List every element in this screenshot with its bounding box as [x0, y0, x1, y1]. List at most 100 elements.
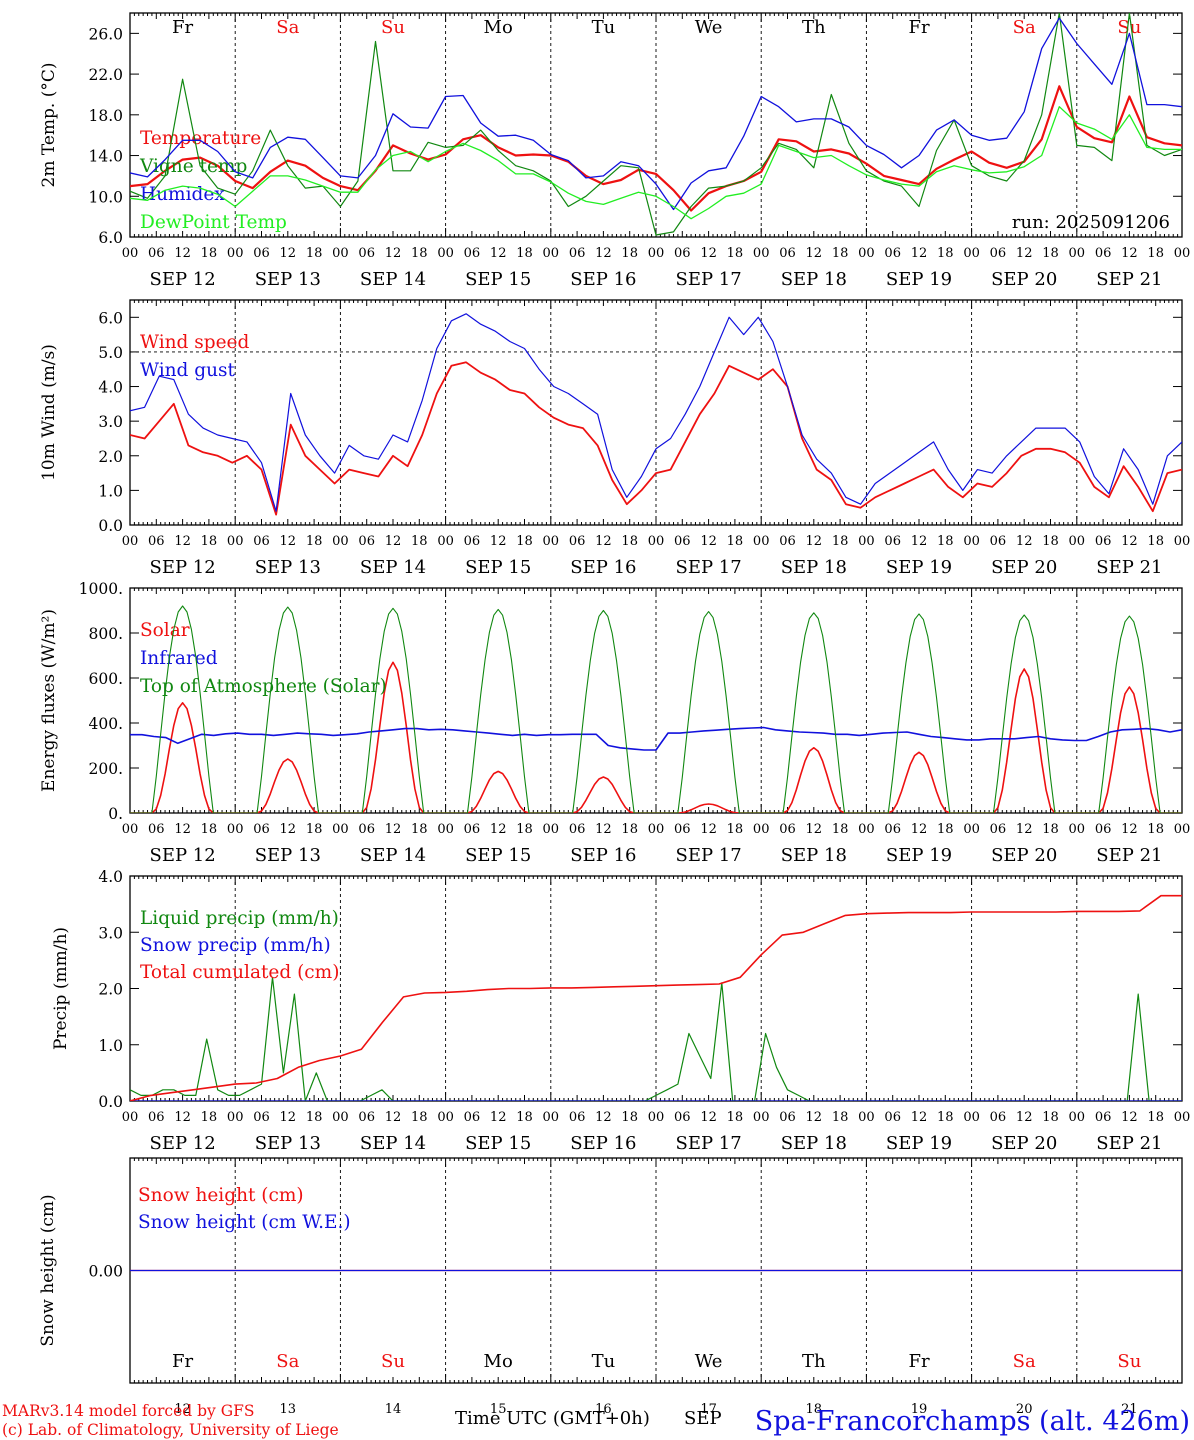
y-axis-title: Energy fluxes (W/m²) — [39, 609, 59, 792]
x-hour-label: 18 — [1042, 246, 1059, 261]
x-hour-label: 00 — [1069, 822, 1086, 837]
x-hour-label: 06 — [1095, 1110, 1112, 1125]
weekday-label: Tu — [592, 1351, 616, 1372]
weekday-label: Mo — [484, 1351, 513, 1372]
legend-entry: Wind gust — [140, 360, 235, 381]
x-hour-label: 06 — [884, 246, 901, 261]
x-hour-label: 12 — [595, 822, 612, 837]
x-hour-label: 18 — [411, 822, 428, 837]
legend-entry: Top of Atmosphere (Solar) — [140, 676, 387, 697]
x-hour-label: 00 — [1174, 1110, 1191, 1125]
bottom-day-number: 17 — [700, 1402, 717, 1417]
x-hour-label: 18 — [1042, 822, 1059, 837]
x-date-label: SEP 14 — [360, 845, 426, 866]
x-hour-label: 12 — [385, 246, 402, 261]
x-date-label: SEP 16 — [570, 1133, 636, 1154]
x-hour-label: 06 — [779, 1110, 796, 1125]
x-date-label: SEP 17 — [675, 269, 741, 290]
x-hour-label: 00 — [122, 246, 139, 261]
x-hour-label: 06 — [569, 246, 586, 261]
weekday-label: We — [695, 17, 723, 38]
x-hour-label: 18 — [516, 246, 533, 261]
x-hour-label: 12 — [911, 1110, 928, 1125]
x-hour-label: 00 — [858, 822, 875, 837]
x-hour-label: 06 — [358, 822, 375, 837]
x-hour-label: 00 — [1174, 822, 1191, 837]
x-hour-label: 12 — [280, 822, 297, 837]
x-hour-label: 06 — [674, 246, 691, 261]
x-hour-label: 06 — [358, 534, 375, 549]
x-hour-label: 12 — [1121, 822, 1138, 837]
x-hour-label: 00 — [858, 534, 875, 549]
series-line-1-4 — [130, 106, 1182, 220]
x-hour-label: 06 — [358, 1110, 375, 1125]
x-date-label: SEP 12 — [149, 269, 215, 290]
legend-entry: Infrared — [140, 648, 218, 669]
x-hour-label: 12 — [911, 822, 928, 837]
x-date-label: SEP 18 — [781, 845, 847, 866]
x-hour-label: 12 — [595, 534, 612, 549]
y-tick-label: 400. — [88, 715, 123, 733]
series-line-3-2 — [130, 726, 1182, 751]
x-hour-label: 12 — [490, 822, 507, 837]
x-hour-label: 06 — [569, 534, 586, 549]
x-date-label: SEP 15 — [465, 557, 531, 578]
x-hour-label: 18 — [1147, 534, 1164, 549]
y-tick-label: 1.0 — [98, 482, 123, 500]
x-hour-label: 12 — [280, 1110, 297, 1125]
x-date-label: SEP 15 — [465, 269, 531, 290]
x-hour-label: 06 — [779, 246, 796, 261]
x-date-label: SEP 17 — [675, 1133, 741, 1154]
weekday-label: Th — [802, 17, 826, 38]
x-date-label: SEP 20 — [991, 269, 1057, 290]
series-line-1-1 — [130, 85, 1182, 212]
x-hour-label: 00 — [543, 822, 560, 837]
x-hour-label: 06 — [1095, 822, 1112, 837]
series-line-2-2 — [130, 313, 1182, 512]
x-hour-label: 06 — [148, 534, 165, 549]
x-hour-label: 00 — [227, 534, 244, 549]
weekday-label: Sa — [1013, 1351, 1036, 1372]
y-tick-label: 2.0 — [98, 448, 123, 466]
x-hour-label: 18 — [306, 246, 323, 261]
x-hour-label: 18 — [1042, 534, 1059, 549]
series-line-3-1 — [130, 661, 1182, 813]
x-hour-label: 12 — [806, 822, 823, 837]
x-date-label: SEP 17 — [675, 845, 741, 866]
x-date-label: SEP 21 — [1096, 557, 1162, 578]
x-hour-label: 06 — [253, 534, 270, 549]
x-hour-label: 06 — [569, 822, 586, 837]
x-hour-label: 12 — [1121, 1110, 1138, 1125]
y-axis-title: Snow height (cm) — [38, 1194, 58, 1346]
x-hour-label: 06 — [674, 534, 691, 549]
credits-line-1: MARv3.14 model forced by GFS — [2, 1402, 254, 1420]
x-hour-label: 18 — [832, 1110, 849, 1125]
x-hour-label: 00 — [1069, 1110, 1086, 1125]
x-hour-label: 18 — [306, 1110, 323, 1125]
x-hour-label: 12 — [700, 822, 717, 837]
y-tick-label: 22.0 — [88, 66, 123, 84]
panel-frame — [129, 12, 1183, 238]
x-hour-label: 12 — [174, 1110, 191, 1125]
x-hour-label: 12 — [1016, 246, 1033, 261]
x-hour-label: 12 — [490, 534, 507, 549]
x-hour-label: 06 — [464, 822, 481, 837]
x-hour-label: 18 — [306, 822, 323, 837]
legend-entry: Solar — [140, 620, 190, 641]
x-hour-label: 18 — [937, 534, 954, 549]
x-hour-label: 18 — [411, 246, 428, 261]
weekday-label: Su — [1117, 17, 1141, 38]
x-hour-label: 06 — [779, 534, 796, 549]
x-hour-label: 18 — [727, 822, 744, 837]
x-hour-label: 12 — [806, 1110, 823, 1125]
x-hour-label: 00 — [227, 246, 244, 261]
x-hour-label: 18 — [937, 1110, 954, 1125]
x-hour-label: 12 — [1121, 246, 1138, 261]
panel-4: 0.0 1.0 2.0 3.0 4.0 Precip (mm/h) 00 06 12 18 00 06… — [51, 868, 1190, 1154]
x-hour-label: 00 — [543, 534, 560, 549]
x-hour-label: 00 — [437, 534, 454, 549]
x-hour-label: 12 — [700, 534, 717, 549]
x-hour-label: 18 — [832, 246, 849, 261]
x-hour-label: 00 — [963, 246, 980, 261]
legend-entry: Snow height (cm) — [138, 1185, 304, 1206]
